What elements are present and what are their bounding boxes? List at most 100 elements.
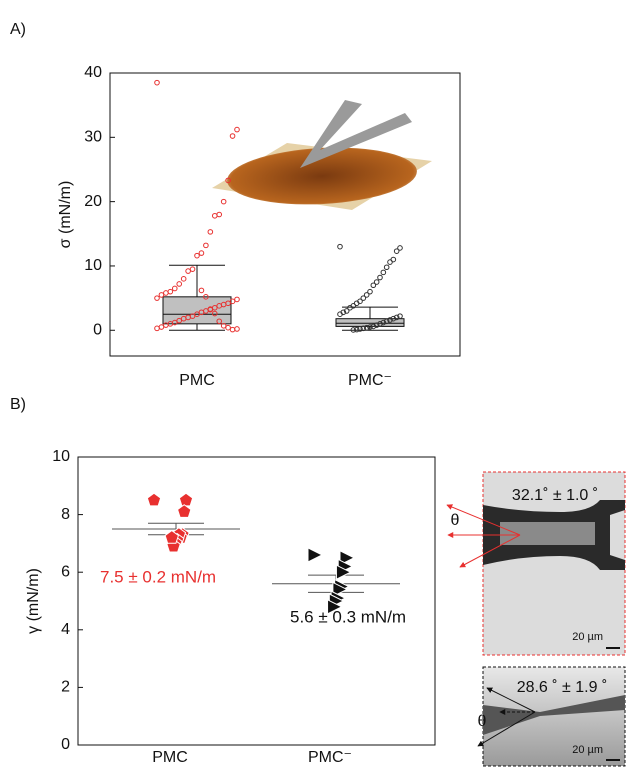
data-point	[194, 311, 200, 317]
data-point	[229, 133, 236, 139]
data-point	[397, 313, 403, 319]
theta-label: θ	[451, 512, 460, 529]
data-point	[350, 327, 357, 333]
data-point	[164, 530, 180, 544]
data-point	[367, 288, 373, 295]
afm-inset	[212, 100, 432, 210]
data-point	[216, 318, 223, 325]
data-point	[367, 324, 373, 330]
y-tick-label: 8	[61, 506, 70, 523]
panel-label: B)	[10, 396, 26, 413]
y-tick-label: 0	[61, 736, 70, 753]
data-point	[163, 322, 169, 328]
data-point	[176, 504, 192, 518]
data-point	[390, 315, 397, 322]
box	[335, 318, 405, 327]
data-point	[377, 321, 383, 327]
y-axis-label: γ (mN/m)	[25, 568, 42, 634]
data-point	[176, 317, 183, 324]
data-point	[327, 598, 343, 615]
data-point	[387, 259, 393, 265]
y-axis-label: σ (mN/m)	[57, 181, 74, 249]
mean-label: 5.6 ± 0.3 mN/m	[290, 607, 406, 626]
y-tick-label: 0	[93, 321, 102, 338]
data-point	[335, 564, 352, 581]
data-point	[189, 266, 196, 272]
data-point	[373, 279, 380, 285]
y-tick-label: 4	[61, 621, 70, 638]
data-point	[178, 492, 194, 507]
y-tick-label: 6	[61, 563, 70, 580]
x-tick-label: PMC	[152, 749, 188, 766]
data-point	[207, 306, 214, 312]
data-point	[229, 298, 236, 305]
plot-frame	[109, 72, 461, 357]
y-tick-label: 30	[84, 129, 102, 146]
data-point	[380, 319, 387, 326]
data-point	[357, 326, 363, 332]
data-point	[198, 250, 205, 256]
data-point	[176, 281, 183, 287]
data-point	[167, 288, 174, 295]
x-tick-label: PMC⁻	[308, 749, 352, 766]
data-point	[180, 276, 187, 282]
micrograph: 32.1˚ ± 1.0 ˚ θ 20 µm	[446, 471, 626, 656]
plot-frame	[77, 456, 436, 746]
data-point	[360, 295, 367, 301]
data-point	[185, 268, 191, 274]
data-point	[353, 326, 360, 333]
data-point	[158, 292, 165, 298]
data-point	[393, 314, 400, 321]
data-point	[234, 326, 240, 332]
data-point	[387, 317, 393, 323]
data-point	[383, 264, 390, 271]
panel-label: A)	[10, 21, 26, 38]
data-point	[198, 309, 205, 316]
data-point	[225, 324, 231, 331]
data-point	[163, 290, 169, 296]
y-tick-label: 20	[84, 193, 102, 210]
data-point	[216, 303, 223, 309]
data-point	[380, 269, 387, 276]
data-point	[234, 296, 240, 303]
micrograph: 28.6 ˚ ± 1.9 ˚ θ 20 µm	[477, 666, 626, 767]
data-point	[370, 323, 377, 330]
data-point	[383, 318, 390, 325]
data-point	[234, 126, 240, 133]
data-point	[146, 492, 162, 507]
data-point	[171, 285, 178, 292]
x-tick-label: PMC⁻	[348, 372, 392, 389]
data-point	[397, 245, 403, 251]
data-point	[332, 581, 349, 598]
data-point	[194, 252, 200, 259]
data-point	[211, 212, 218, 219]
data-point	[158, 324, 165, 330]
data-point	[347, 304, 353, 311]
data-point	[370, 282, 377, 289]
data-point	[339, 549, 356, 566]
data-point	[154, 325, 160, 332]
mean-label: 7.5 ± 0.2 mN/m	[100, 567, 216, 586]
y-tick-label: 2	[61, 679, 70, 696]
data-point	[154, 79, 160, 86]
data-point	[393, 248, 400, 254]
data-point	[154, 295, 160, 301]
angle-label: 32.1˚ ± 1.0 ˚	[512, 487, 598, 504]
data-point	[180, 315, 187, 322]
data-point	[337, 311, 343, 317]
data-point	[211, 310, 218, 317]
data-point	[203, 294, 209, 300]
data-point	[363, 324, 370, 331]
data-point	[207, 229, 214, 235]
angle-label: 28.6 ˚ ± 1.9 ˚	[517, 679, 608, 696]
data-point	[220, 322, 227, 329]
data-point	[225, 177, 231, 184]
data-point	[363, 292, 370, 298]
data-point	[377, 274, 383, 281]
y-tick-label: 10	[52, 448, 70, 465]
data-point	[373, 322, 380, 328]
data-point	[203, 242, 209, 249]
data-point	[229, 326, 236, 333]
y-tick-label: 10	[84, 257, 102, 274]
